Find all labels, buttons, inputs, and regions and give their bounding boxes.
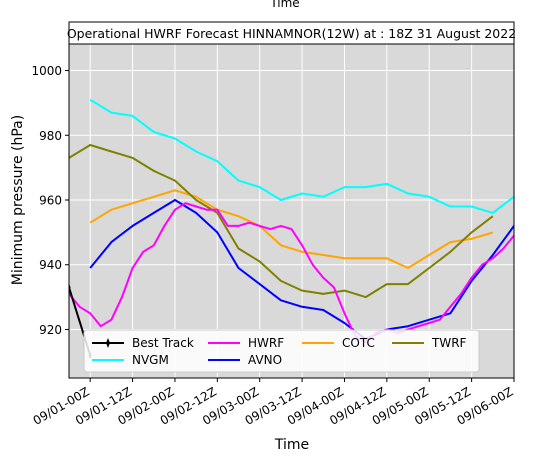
top-time-label: Time (269, 0, 299, 10)
x-axis-ticks: 09/01-00Z09/01-12Z09/02-00Z09/02-12Z09/0… (31, 378, 516, 428)
series-line-twrf (69, 144, 494, 299)
legend: Best Track HWRF COTC TWRF NVGM AVNO (83, 329, 480, 373)
y-tick-label: 960 (39, 194, 62, 208)
legend-label-best-track: Best Track (132, 336, 194, 350)
legend-label-cotc: COTC (342, 336, 375, 350)
series-group (69, 98, 514, 360)
series-line-cotc (89, 189, 494, 269)
series-line-nvgm (89, 98, 514, 214)
legend-box (83, 329, 480, 373)
x-axis-label: Time (274, 437, 309, 453)
y-axis-ticks: 920 940 960 980 1000 (31, 64, 69, 337)
title-box (68, 21, 515, 45)
series-line-hwrf (69, 202, 514, 344)
legend-label-hwrf: HWRF (248, 336, 284, 350)
legend-label-twrf: TWRF (431, 336, 467, 350)
y-axis-label: Minimum pressure (hPa) (10, 115, 26, 285)
legend-label-nvgm: NVGM (132, 353, 169, 367)
y-tick-label: 980 (39, 129, 62, 143)
chart-title: Operational HWRF Forecast HINNAMNOR(12W)… (67, 26, 516, 41)
y-tick-label: 920 (39, 323, 62, 337)
series-layer (69, 98, 514, 360)
y-tick-label: 1000 (31, 64, 62, 78)
legend-marker-best-track (106, 338, 110, 348)
y-tick-label: 940 (39, 258, 62, 272)
legend-label-avno: AVNO (248, 353, 282, 367)
